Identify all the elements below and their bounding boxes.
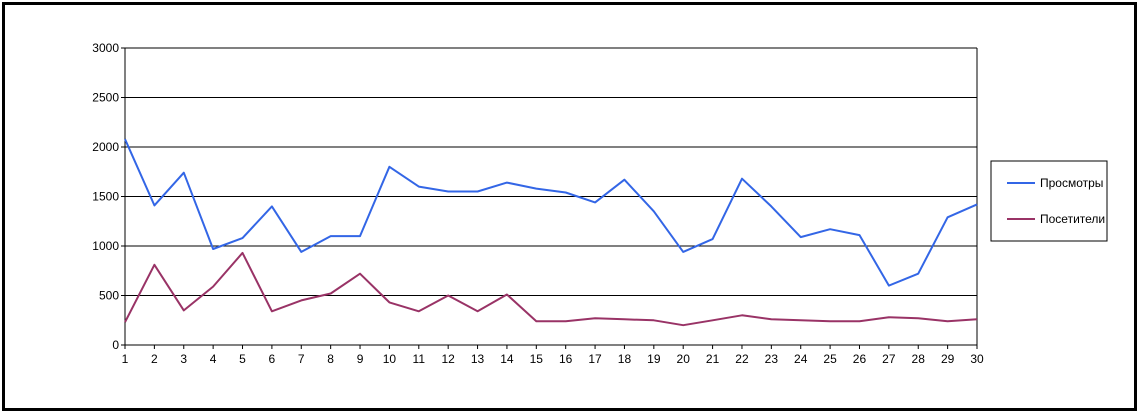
x-tick-label: 28 bbox=[912, 352, 926, 366]
x-tick-label: 5 bbox=[239, 352, 246, 366]
legend-label-1: Просмотры bbox=[1040, 176, 1103, 190]
y-tick-label: 1500 bbox=[92, 190, 119, 204]
x-tick-label: 16 bbox=[559, 352, 573, 366]
x-tick-label: 26 bbox=[853, 352, 867, 366]
axes bbox=[121, 47, 978, 349]
y-axis-tick-labels: 0 500 1000 1500 2000 2500 3000 bbox=[92, 41, 119, 352]
x-tick-label: 7 bbox=[298, 352, 305, 366]
x-tick-label: 9 bbox=[357, 352, 364, 366]
series-line-2 bbox=[124, 251, 978, 327]
x-tick-label: 4 bbox=[210, 352, 217, 366]
x-tick-label: 24 bbox=[794, 352, 808, 366]
x-axis-tick-labels: 1 2 3 4 5 6 7 8 9 10 11 12 13 14 15 16 17 18 19 20 21 22 23 24 2… bbox=[122, 352, 984, 366]
x-tick-label: 2 bbox=[151, 352, 158, 366]
x-tick-label: 3 bbox=[180, 352, 187, 366]
x-tick-label: 29 bbox=[941, 352, 955, 366]
x-tick-label: 25 bbox=[823, 352, 837, 366]
x-tick-label: 21 bbox=[706, 352, 720, 366]
x-tick-label: 27 bbox=[882, 352, 896, 366]
y-tick-label: 2500 bbox=[92, 91, 119, 105]
x-tick-label: 22 bbox=[735, 352, 749, 366]
x-tick-label: 15 bbox=[530, 352, 544, 366]
x-tick-label: 6 bbox=[269, 352, 276, 366]
x-tick-label: 20 bbox=[677, 352, 691, 366]
legend-label-2: Посетители bbox=[1040, 212, 1105, 226]
y-tick-label: 1000 bbox=[92, 239, 119, 253]
x-tick-label: 30 bbox=[970, 352, 984, 366]
x-tick-label: 18 bbox=[618, 352, 632, 366]
series-lines bbox=[124, 138, 978, 327]
x-tick-label: 12 bbox=[441, 352, 455, 366]
y-tick-label: 3000 bbox=[92, 41, 119, 55]
y-tick-label: 0 bbox=[112, 338, 119, 352]
grid-lines bbox=[125, 47, 977, 296]
y-tick-label: 500 bbox=[99, 289, 119, 303]
x-tick-label: 8 bbox=[327, 352, 334, 366]
x-tick-label: 13 bbox=[471, 352, 485, 366]
x-tick-label: 11 bbox=[413, 352, 426, 366]
legend-box bbox=[990, 160, 1108, 242]
series-line-1 bbox=[124, 138, 978, 287]
x-tick-label: 10 bbox=[383, 352, 397, 366]
y-tick-label: 2000 bbox=[92, 140, 119, 154]
x-tick-label: 14 bbox=[500, 352, 514, 366]
x-tick-label: 19 bbox=[647, 352, 661, 366]
legend: Просмотры Посетители bbox=[990, 160, 1108, 242]
x-tick-label: 17 bbox=[588, 352, 602, 366]
x-tick-label: 1 bbox=[122, 352, 129, 366]
x-tick-label: 23 bbox=[765, 352, 779, 366]
